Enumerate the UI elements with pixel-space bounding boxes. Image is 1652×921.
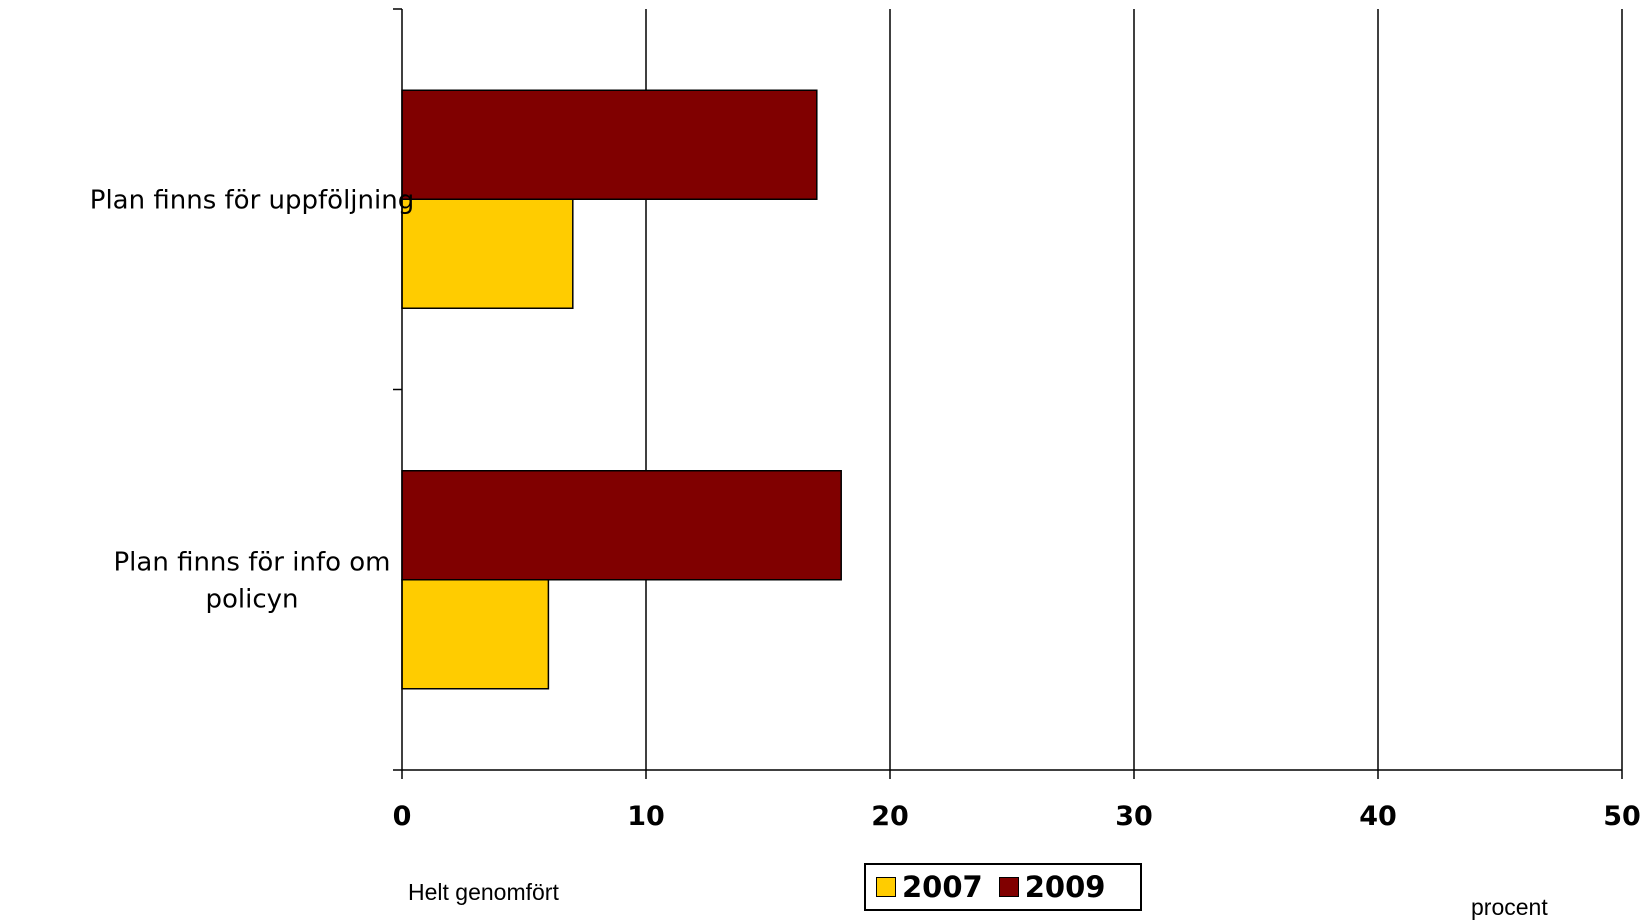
x-tick-label-50: 50: [1603, 801, 1641, 832]
left-caption: Helt genomfört: [408, 879, 559, 905]
x-tick-label-40: 40: [1359, 801, 1397, 832]
bar-2009-1: [401, 89, 818, 200]
category-label-1: Plan finns för uppföljning: [90, 185, 414, 215]
legend-swatch-2009: [998, 877, 1019, 897]
bar-2007-2: [401, 579, 550, 690]
bars: [401, 89, 842, 690]
x-tick-label-0: 0: [393, 801, 412, 832]
legend-label-2007: 2007: [902, 870, 983, 904]
legend-swatch-2007: [876, 877, 896, 897]
legend-item-2009: 2009: [998, 870, 1106, 904]
legend-label-2009: 2009: [1024, 870, 1106, 904]
legend: 2007 2009: [864, 863, 1142, 911]
bar-2009-2: [401, 470, 842, 581]
legend-item-2007: 2007: [876, 870, 983, 904]
axes: [393, 8, 1623, 779]
x-tick-label-20: 20: [871, 801, 909, 832]
category-label-2-line-2: policyn: [205, 584, 298, 614]
labels: 0 10 20 30 40 50 Plan finns för uppföljning Pla…: [90, 185, 1641, 832]
category-label-2-line-1: Plan finns för info om: [114, 547, 391, 577]
x-tick-label-10: 10: [627, 801, 665, 832]
x-tick-label-30: 30: [1115, 801, 1153, 832]
bar-2007-1: [401, 198, 574, 309]
gridlines: [645, 9, 1623, 770]
unit-caption: procent: [1471, 894, 1548, 920]
